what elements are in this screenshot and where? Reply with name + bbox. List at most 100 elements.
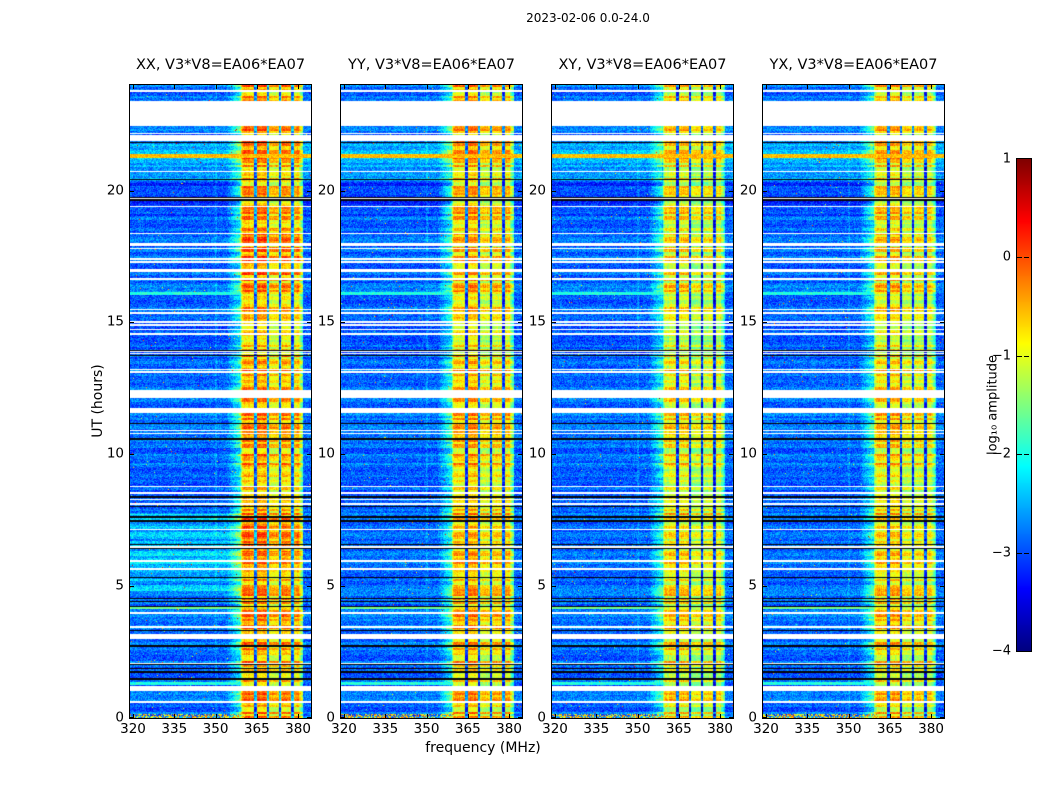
y-tick-right-xx	[307, 717, 311, 718]
colorbar-tick-right	[1024, 257, 1029, 259]
colorbar-tick-left	[1017, 257, 1022, 259]
y-tick-label-xy: 5	[537, 577, 546, 594]
y-tick-left-xx	[130, 586, 134, 588]
y-tick-left-xy	[552, 454, 556, 456]
colorbar-tick-label: −2	[991, 446, 1011, 462]
y-axis-label: UT (hours)	[90, 364, 106, 438]
x-tick-top-xy	[555, 85, 557, 89]
y-tick-right-yy	[518, 586, 522, 588]
y-tick-right-yx	[940, 454, 944, 456]
panel-title-xx: XX, V3*V8=EA06*EA07	[135, 57, 306, 73]
x-tick-bottom-xx	[298, 714, 300, 718]
colorbar-tick-label: −4	[991, 643, 1011, 659]
x-tick-bottom-yy	[467, 714, 469, 718]
x-tick-top-xy	[596, 85, 598, 89]
y-tick-label-yy: 0	[326, 709, 335, 726]
y-tick-left-xx	[130, 717, 134, 718]
x-tick-bottom-yx	[766, 714, 768, 718]
x-tick-label-yx: 365	[876, 721, 903, 737]
y-tick-left-xx	[130, 454, 134, 456]
x-tick-bottom-xy	[555, 714, 557, 718]
x-tick-label-yy: 380	[496, 721, 522, 737]
colorbar-label: log₁₀ amplitude	[985, 354, 1001, 456]
y-tick-label-yy: 5	[326, 577, 335, 594]
y-tick-right-yx	[940, 322, 944, 324]
y-tick-left-xy	[552, 586, 556, 588]
x-tick-label-yx: 335	[794, 721, 821, 737]
x-tick-top-yx	[889, 85, 891, 89]
panel-title-yx: YX, V3*V8=EA06*EA07	[769, 57, 938, 73]
y-tick-left-yy	[341, 190, 345, 192]
x-tick-label-xy: 335	[583, 721, 610, 737]
y-tick-right-xx	[307, 454, 311, 456]
x-tick-label-xx: 350	[202, 721, 229, 737]
y-tick-right-xy	[729, 322, 733, 324]
colorbar-tick-label: 0	[1002, 249, 1011, 265]
x-tick-top-yx	[931, 85, 933, 89]
y-tick-left-xy	[552, 322, 556, 324]
x-tick-top-yy	[509, 85, 511, 89]
x-tick-top-xx	[298, 85, 300, 89]
spectrogram-canvas-xy	[552, 85, 733, 718]
y-tick-right-xy	[729, 190, 733, 192]
y-tick-label-xy: 10	[528, 445, 546, 462]
x-tick-label-yy: 335	[372, 721, 399, 737]
x-tick-bottom-yx	[931, 714, 933, 718]
x-tick-label-xx: 335	[161, 721, 188, 737]
x-tick-top-xx	[133, 85, 135, 89]
y-tick-left-yx	[763, 454, 767, 456]
y-tick-right-xx	[307, 322, 311, 324]
x-tick-bottom-xx	[215, 714, 217, 718]
x-tick-top-xy	[637, 85, 639, 89]
y-tick-right-yy	[518, 322, 522, 324]
x-tick-label-xx: 365	[243, 721, 270, 737]
x-tick-top-xx	[174, 85, 176, 89]
x-tick-top-yx	[807, 85, 809, 89]
y-tick-left-yx	[763, 586, 767, 588]
y-tick-label-yx: 5	[748, 577, 757, 594]
y-tick-left-yy	[341, 322, 345, 324]
x-tick-label-yx: 350	[835, 721, 862, 737]
x-tick-top-xy	[678, 85, 680, 89]
y-tick-right-xy	[729, 454, 733, 456]
y-tick-label-yx: 0	[748, 709, 757, 726]
y-tick-left-yy	[341, 586, 345, 588]
x-tick-label-xy: 365	[665, 721, 692, 737]
x-tick-label-xy: 350	[624, 721, 651, 737]
x-tick-label-xx: 320	[120, 721, 146, 737]
x-tick-label-yy: 350	[413, 721, 440, 737]
colorbar-gradient	[1017, 159, 1031, 651]
x-tick-bottom-yy	[426, 714, 428, 718]
y-tick-right-xy	[729, 586, 733, 588]
x-tick-top-yx	[848, 85, 850, 89]
x-tick-label-yy: 320	[331, 721, 357, 737]
y-tick-left-yx	[763, 322, 767, 324]
y-tick-right-xx	[307, 586, 311, 588]
x-tick-label-xx: 380	[285, 721, 311, 737]
colorbar-tick-left	[1017, 355, 1022, 357]
y-tick-right-yy	[518, 454, 522, 456]
x-axis-label: frequency (MHz)	[425, 740, 541, 756]
y-tick-label-yx: 20	[739, 181, 757, 198]
x-tick-bottom-xy	[678, 714, 680, 718]
x-tick-bottom-yy	[344, 714, 346, 718]
y-tick-left-yx	[763, 190, 767, 192]
x-tick-top-yy	[385, 85, 387, 89]
y-tick-left-yy	[341, 717, 345, 718]
colorbar-tick-right	[1024, 552, 1029, 554]
spectrogram-canvas-yx	[763, 85, 944, 718]
x-tick-bottom-xy	[720, 714, 722, 718]
y-tick-right-yy	[518, 717, 522, 718]
x-tick-label-yx: 320	[753, 721, 779, 737]
y-tick-label-xx: 0	[115, 709, 124, 726]
x-tick-top-xx	[256, 85, 258, 89]
x-tick-top-yy	[467, 85, 469, 89]
y-tick-label-yx: 15	[739, 313, 757, 330]
y-tick-right-yx	[940, 190, 944, 192]
colorbar-tick-left	[1017, 552, 1022, 554]
x-tick-top-xx	[215, 85, 217, 89]
panel-title-xy: XY, V3*V8=EA06*EA07	[558, 57, 727, 73]
colorbar-tick-right	[1024, 355, 1029, 357]
x-tick-bottom-yy	[509, 714, 511, 718]
